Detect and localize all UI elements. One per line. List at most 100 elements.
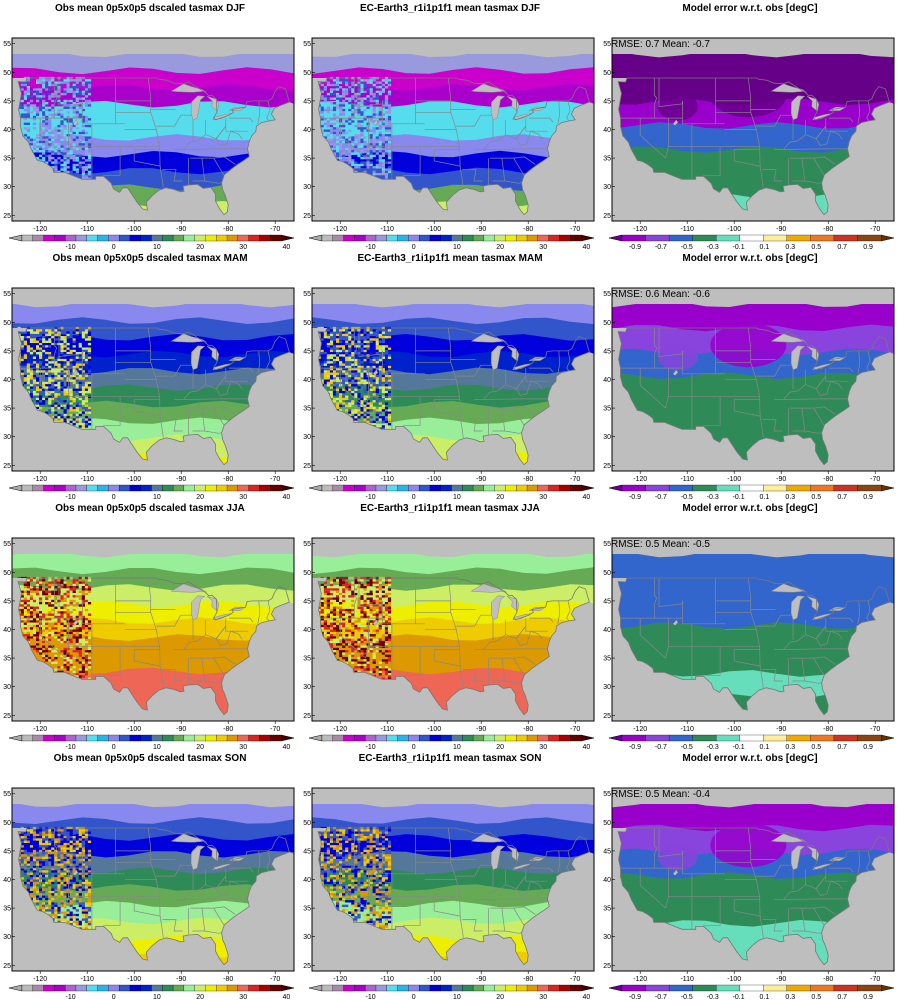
colorbar-swatch (716, 734, 741, 742)
colorbar-label: -0.7 (655, 994, 667, 1000)
colorbar-over-arrow (280, 484, 295, 492)
x-tick-label: -120 (333, 976, 347, 983)
colorbar-swatch (559, 734, 571, 742)
lake-shape (770, 583, 807, 593)
colorbar-swatch (418, 734, 431, 742)
colorbar-label: -10 (66, 494, 76, 500)
colorbar-label: 10 (453, 244, 461, 250)
y-tick-label: 45 (303, 848, 311, 855)
colorbar-swatch (270, 234, 282, 242)
map-panel-obs-son: Obs mean 0p5x0p5 dscaled tasmax SON -120-… (0, 750, 300, 1000)
y-tick-label: 50 (603, 820, 611, 827)
colorbar-swatch (21, 984, 34, 992)
map-figure: -120 -110 -100 -90 -80 -70 25 30 35 40 45 50 55 RMSE:… (603, 287, 895, 500)
colorbar-swatch (516, 734, 528, 742)
colorbar-swatch (97, 234, 109, 242)
colorbar-label: -10 (366, 994, 376, 1000)
colorbar-swatch (537, 484, 549, 492)
y-tick-label: 40 (603, 127, 611, 134)
y-tick-label: 45 (603, 598, 611, 605)
x-tick-label: -120 (633, 726, 647, 733)
colorbar-swatch (548, 484, 560, 492)
y-tick-label: 45 (303, 98, 311, 105)
x-tick-label: -110 (680, 726, 694, 733)
colorbar-swatch (343, 234, 355, 242)
x-tick-label: -90 (476, 726, 486, 733)
colorbar-swatch (118, 484, 131, 492)
colorbar-label: 0.1 (760, 494, 770, 500)
colorbar-swatch (237, 984, 249, 992)
colorbar-under-arrow (8, 984, 23, 992)
colorbar-swatch (462, 484, 474, 492)
y-tick-label: 30 (603, 434, 611, 441)
lake-shape (672, 369, 679, 376)
colorbar-swatch (548, 234, 560, 242)
colorbar-swatch (162, 234, 174, 242)
colorbar-swatch (332, 984, 344, 992)
x-tick-label: -110 (80, 976, 94, 983)
colorbar-label: 0 (112, 744, 116, 750)
lake-shape (790, 345, 806, 371)
colorbar: -10 0 10 20 30 40 (8, 984, 295, 1000)
colorbar-swatch (226, 234, 239, 242)
x-tick-label: -110 (80, 476, 94, 483)
colorbar-swatch (226, 984, 239, 992)
colorbar-swatch (505, 984, 517, 992)
colorbar-swatch (483, 234, 496, 242)
panel-title: Model error w.r.t. obs [degC] (682, 253, 818, 264)
colorbar-swatch (216, 484, 228, 492)
y-tick-label: 50 (3, 820, 11, 827)
colorbar-swatch (505, 234, 517, 242)
y-tick-label: 55 (303, 291, 311, 298)
y-tick-label: 25 (303, 213, 311, 220)
x-tick-label: -80 (223, 726, 233, 733)
y-tick-label: 35 (603, 906, 611, 913)
y-tick-label: 50 (303, 70, 311, 77)
colorbar-swatch (205, 234, 217, 242)
colorbar-swatch (408, 484, 420, 492)
y-tick-label: 55 (303, 791, 311, 798)
colorbar-swatch (129, 734, 142, 742)
colorbar-swatch (833, 484, 858, 492)
y-tick-label: 25 (603, 713, 611, 720)
x-tick-label: -80 (223, 976, 233, 983)
colorbar-over-arrow (580, 484, 595, 492)
colorbar-swatch (692, 484, 717, 492)
colorbar-under-arrow (608, 734, 623, 742)
x-tick-label: -100 (727, 226, 741, 233)
y-tick-label: 35 (303, 906, 311, 913)
colorbar-swatch (162, 984, 174, 992)
colorbar-swatch (472, 734, 485, 742)
colorbar-swatch (537, 984, 549, 992)
colorbar-swatch (118, 734, 131, 742)
x-tick-label: -80 (223, 476, 233, 483)
panel-title: EC-Earth3_r1i1p1f1 mean tasmax JJA (360, 503, 540, 514)
colorbar-label: -0.9 (629, 244, 641, 250)
colorbar-swatch (321, 734, 334, 742)
colorbar-label: 10 (453, 494, 461, 500)
colorbar-label: 40 (583, 744, 591, 750)
lake-shape (190, 595, 206, 621)
y-tick-label: 50 (3, 320, 11, 327)
colorbar-swatch (216, 984, 228, 992)
x-tick-label: -90 (176, 976, 186, 983)
x-tick-label: -70 (870, 976, 880, 983)
colorbar-swatch (365, 484, 377, 492)
x-tick-label: -120 (333, 226, 347, 233)
colorbar-label: 20 (496, 494, 504, 500)
colorbar-over-arrow (580, 234, 595, 242)
colorbar-swatch (237, 484, 249, 492)
lake-shape (170, 583, 207, 593)
state-borders (17, 827, 290, 966)
lake-shape (72, 369, 79, 376)
colorbar-swatch (397, 484, 409, 492)
colorbar-swatch (857, 484, 882, 492)
y-tick-label: 50 (3, 70, 11, 77)
colorbar-swatch (408, 234, 420, 242)
colorbar-over-arrow (280, 234, 295, 242)
lake-shape (72, 869, 79, 876)
x-tick-label: -120 (333, 726, 347, 733)
colorbar-swatch (386, 234, 398, 242)
colorbar-swatch (365, 234, 377, 242)
colorbar-swatch (226, 484, 239, 492)
